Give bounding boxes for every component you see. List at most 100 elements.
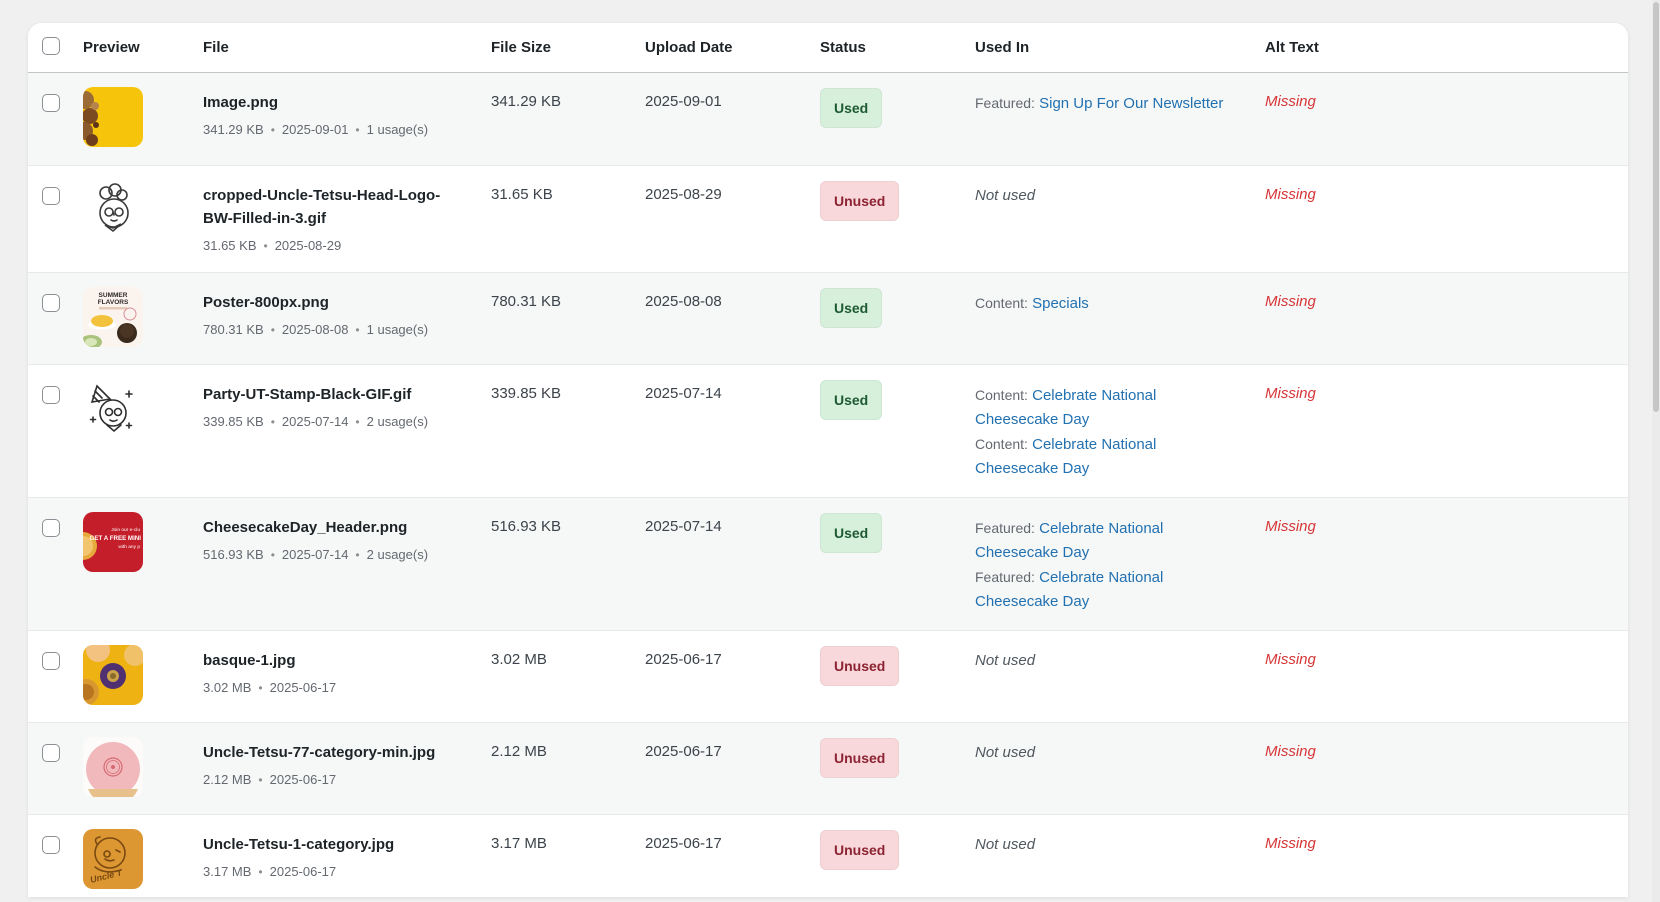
- scrollbar-thumb[interactable]: [1653, 2, 1659, 412]
- meta-separator: •: [270, 123, 275, 137]
- column-header-upload_date: Upload Date: [645, 39, 733, 56]
- meta-separator: •: [258, 865, 263, 879]
- row-checkbox[interactable]: [42, 519, 60, 537]
- file-cell: basque-1.jpg 3.02 MB • 2025-06-17: [190, 631, 478, 722]
- meta-item: 341.29 KB: [203, 122, 264, 137]
- preview-cell: [70, 365, 190, 497]
- status-badge: Unused: [820, 738, 900, 778]
- select-all-cell: [28, 36, 70, 59]
- table-row: Party-UT-Stamp-Black-GIF.gif 339.85 KB • 2…: [28, 364, 1628, 497]
- not-used-label: Not used: [975, 836, 1036, 853]
- file-cell: Uncle-Tetsu-77-category-min.jpg 2.12 MB •…: [190, 723, 478, 814]
- row-select-cell: [28, 631, 70, 722]
- upload-date: 2025-06-17: [645, 743, 722, 760]
- meta-item: 2.12 MB: [203, 772, 252, 787]
- used-in-cell: Not used: [962, 166, 1252, 272]
- file-name: CheesecakeDay_Header.png: [203, 519, 408, 536]
- row-checkbox[interactable]: [42, 744, 60, 762]
- file-size: 780.31 KB: [491, 293, 562, 310]
- row-select-cell: [28, 815, 70, 897]
- svg-text:GET A FREE MINI: GET A FREE MINI: [90, 535, 142, 542]
- column-header-file_size: File Size: [491, 39, 552, 56]
- used-in-prefix: Featured:: [975, 569, 1035, 585]
- thumbnail-branded-cheesecake-top[interactable]: Uncle T: [83, 829, 143, 889]
- used-in-link[interactable]: Celebrate National Cheesecake Day: [975, 387, 1157, 428]
- row-select-cell: [28, 273, 70, 364]
- used-in-link[interactable]: Specials: [1032, 295, 1089, 312]
- meta-separator: •: [270, 323, 275, 337]
- used-in-cell: Not used: [962, 723, 1252, 814]
- alt-text-status: Missing: [1265, 743, 1316, 760]
- upload-date: 2025-08-08: [645, 293, 722, 310]
- thumbnail-summer-flavors-poster[interactable]: SUMMER FLAVORS: [83, 287, 143, 347]
- alt-text-status: Missing: [1265, 186, 1316, 203]
- used-in-link[interactable]: Sign Up For Our Newsletter: [1039, 95, 1224, 112]
- scrollbar[interactable]: [1652, 0, 1660, 902]
- status-badge: Unused: [820, 830, 900, 870]
- used-in-link[interactable]: Celebrate National Cheesecake Day: [975, 520, 1164, 561]
- meta-item: 516.93 KB: [203, 547, 264, 562]
- status-cell: Unused: [807, 166, 962, 272]
- meta-separator: •: [355, 548, 360, 562]
- file-meta: 3.17 MB • 2025-06-17: [203, 862, 465, 882]
- used-in-prefix: Featured:: [975, 95, 1035, 111]
- table-row: basque-1.jpg 3.02 MB • 2025-06-17 3.02 MB …: [28, 630, 1628, 722]
- row-checkbox[interactable]: [42, 94, 60, 112]
- file-cell: Image.png 341.29 KB • 2025-09-01 • 1 usage(s…: [190, 73, 478, 165]
- not-used-label: Not used: [975, 187, 1036, 204]
- table-row: Uncle T Uncle-Tetsu-1-category.jpg 3.17 …: [28, 814, 1628, 897]
- row-checkbox[interactable]: [42, 294, 60, 312]
- status-cell: Used: [807, 498, 962, 630]
- row-select-cell: [28, 498, 70, 630]
- file-size: 516.93 KB: [491, 518, 562, 535]
- file-name: Uncle-Tetsu-77-category-min.jpg: [203, 744, 436, 761]
- row-select-cell: [28, 365, 70, 497]
- used-in-entry: Featured: Sign Up For Our Newsletter: [975, 91, 1239, 116]
- meta-separator: •: [270, 548, 275, 562]
- thumbnail-cookies-on-yellow[interactable]: [83, 87, 143, 147]
- alt-text-status: Missing: [1265, 835, 1316, 852]
- thumbnail-pink-stamped-cheesecake[interactable]: [83, 737, 143, 797]
- thumbnail-basque-cakes-yellow[interactable]: [83, 645, 143, 705]
- column-header-status: Status: [820, 39, 866, 56]
- row-checkbox[interactable]: [42, 652, 60, 670]
- used-in-link[interactable]: Celebrate National Cheesecake Day: [975, 569, 1164, 610]
- meta-separator: •: [355, 123, 360, 137]
- file-meta: 780.31 KB • 2025-08-08 • 1 usage(s): [203, 320, 465, 340]
- status-cell: Used: [807, 73, 962, 165]
- meta-item: 2 usage(s): [366, 547, 429, 562]
- thumbnail-red-free-mini-banner[interactable]: Join our e-clu GET A FREE MINI with any p: [83, 512, 143, 572]
- row-checkbox[interactable]: [42, 386, 60, 404]
- used-in-link[interactable]: Celebrate National Cheesecake Day: [975, 436, 1157, 477]
- not-used-label: Not used: [975, 652, 1036, 669]
- thumbnail-chef-head-lineart[interactable]: [83, 180, 143, 240]
- file-cell: Party-UT-Stamp-Black-GIF.gif 339.85 KB • 2…: [190, 365, 478, 497]
- used-in-entry: Content: Specials: [975, 291, 1239, 316]
- thumbnail-party-hat-lineart[interactable]: [83, 379, 143, 439]
- meta-item: 1 usage(s): [366, 122, 429, 137]
- upload-date: 2025-07-14: [645, 518, 722, 535]
- meta-item: 3.02 MB: [203, 680, 252, 695]
- row-checkbox[interactable]: [42, 187, 60, 205]
- status-badge: Used: [820, 380, 883, 420]
- file-name: Party-UT-Stamp-Black-GIF.gif: [203, 386, 412, 403]
- file-size: 31.65 KB: [491, 186, 553, 203]
- alt-text-status: Missing: [1265, 518, 1316, 535]
- upload-date: 2025-08-29: [645, 186, 722, 203]
- meta-item: 3.17 MB: [203, 864, 252, 879]
- row-checkbox[interactable]: [42, 836, 60, 854]
- preview-cell: SUMMER FLAVORS: [70, 273, 190, 364]
- select-all-checkbox[interactable]: [42, 36, 60, 55]
- column-header-preview: Preview: [83, 39, 140, 56]
- file-name: cropped-Uncle-Tetsu-Head-Logo-BW-Filled-…: [203, 187, 441, 227]
- row-select-cell: [28, 166, 70, 272]
- file-meta: 339.85 KB • 2025-07-14 • 2 usage(s): [203, 412, 465, 432]
- svg-text:with any p: with any p: [118, 544, 140, 550]
- table-row: Image.png 341.29 KB • 2025-09-01 • 1 usage(s…: [28, 73, 1628, 165]
- table-row: cropped-Uncle-Tetsu-Head-Logo-BW-Filled-…: [28, 165, 1628, 272]
- file-size: 3.02 MB: [491, 651, 547, 668]
- status-badge: Unused: [820, 646, 900, 686]
- meta-item: 2025-07-14: [281, 414, 349, 429]
- upload-date: 2025-06-17: [645, 835, 722, 852]
- meta-item: 2025-06-17: [269, 772, 337, 787]
